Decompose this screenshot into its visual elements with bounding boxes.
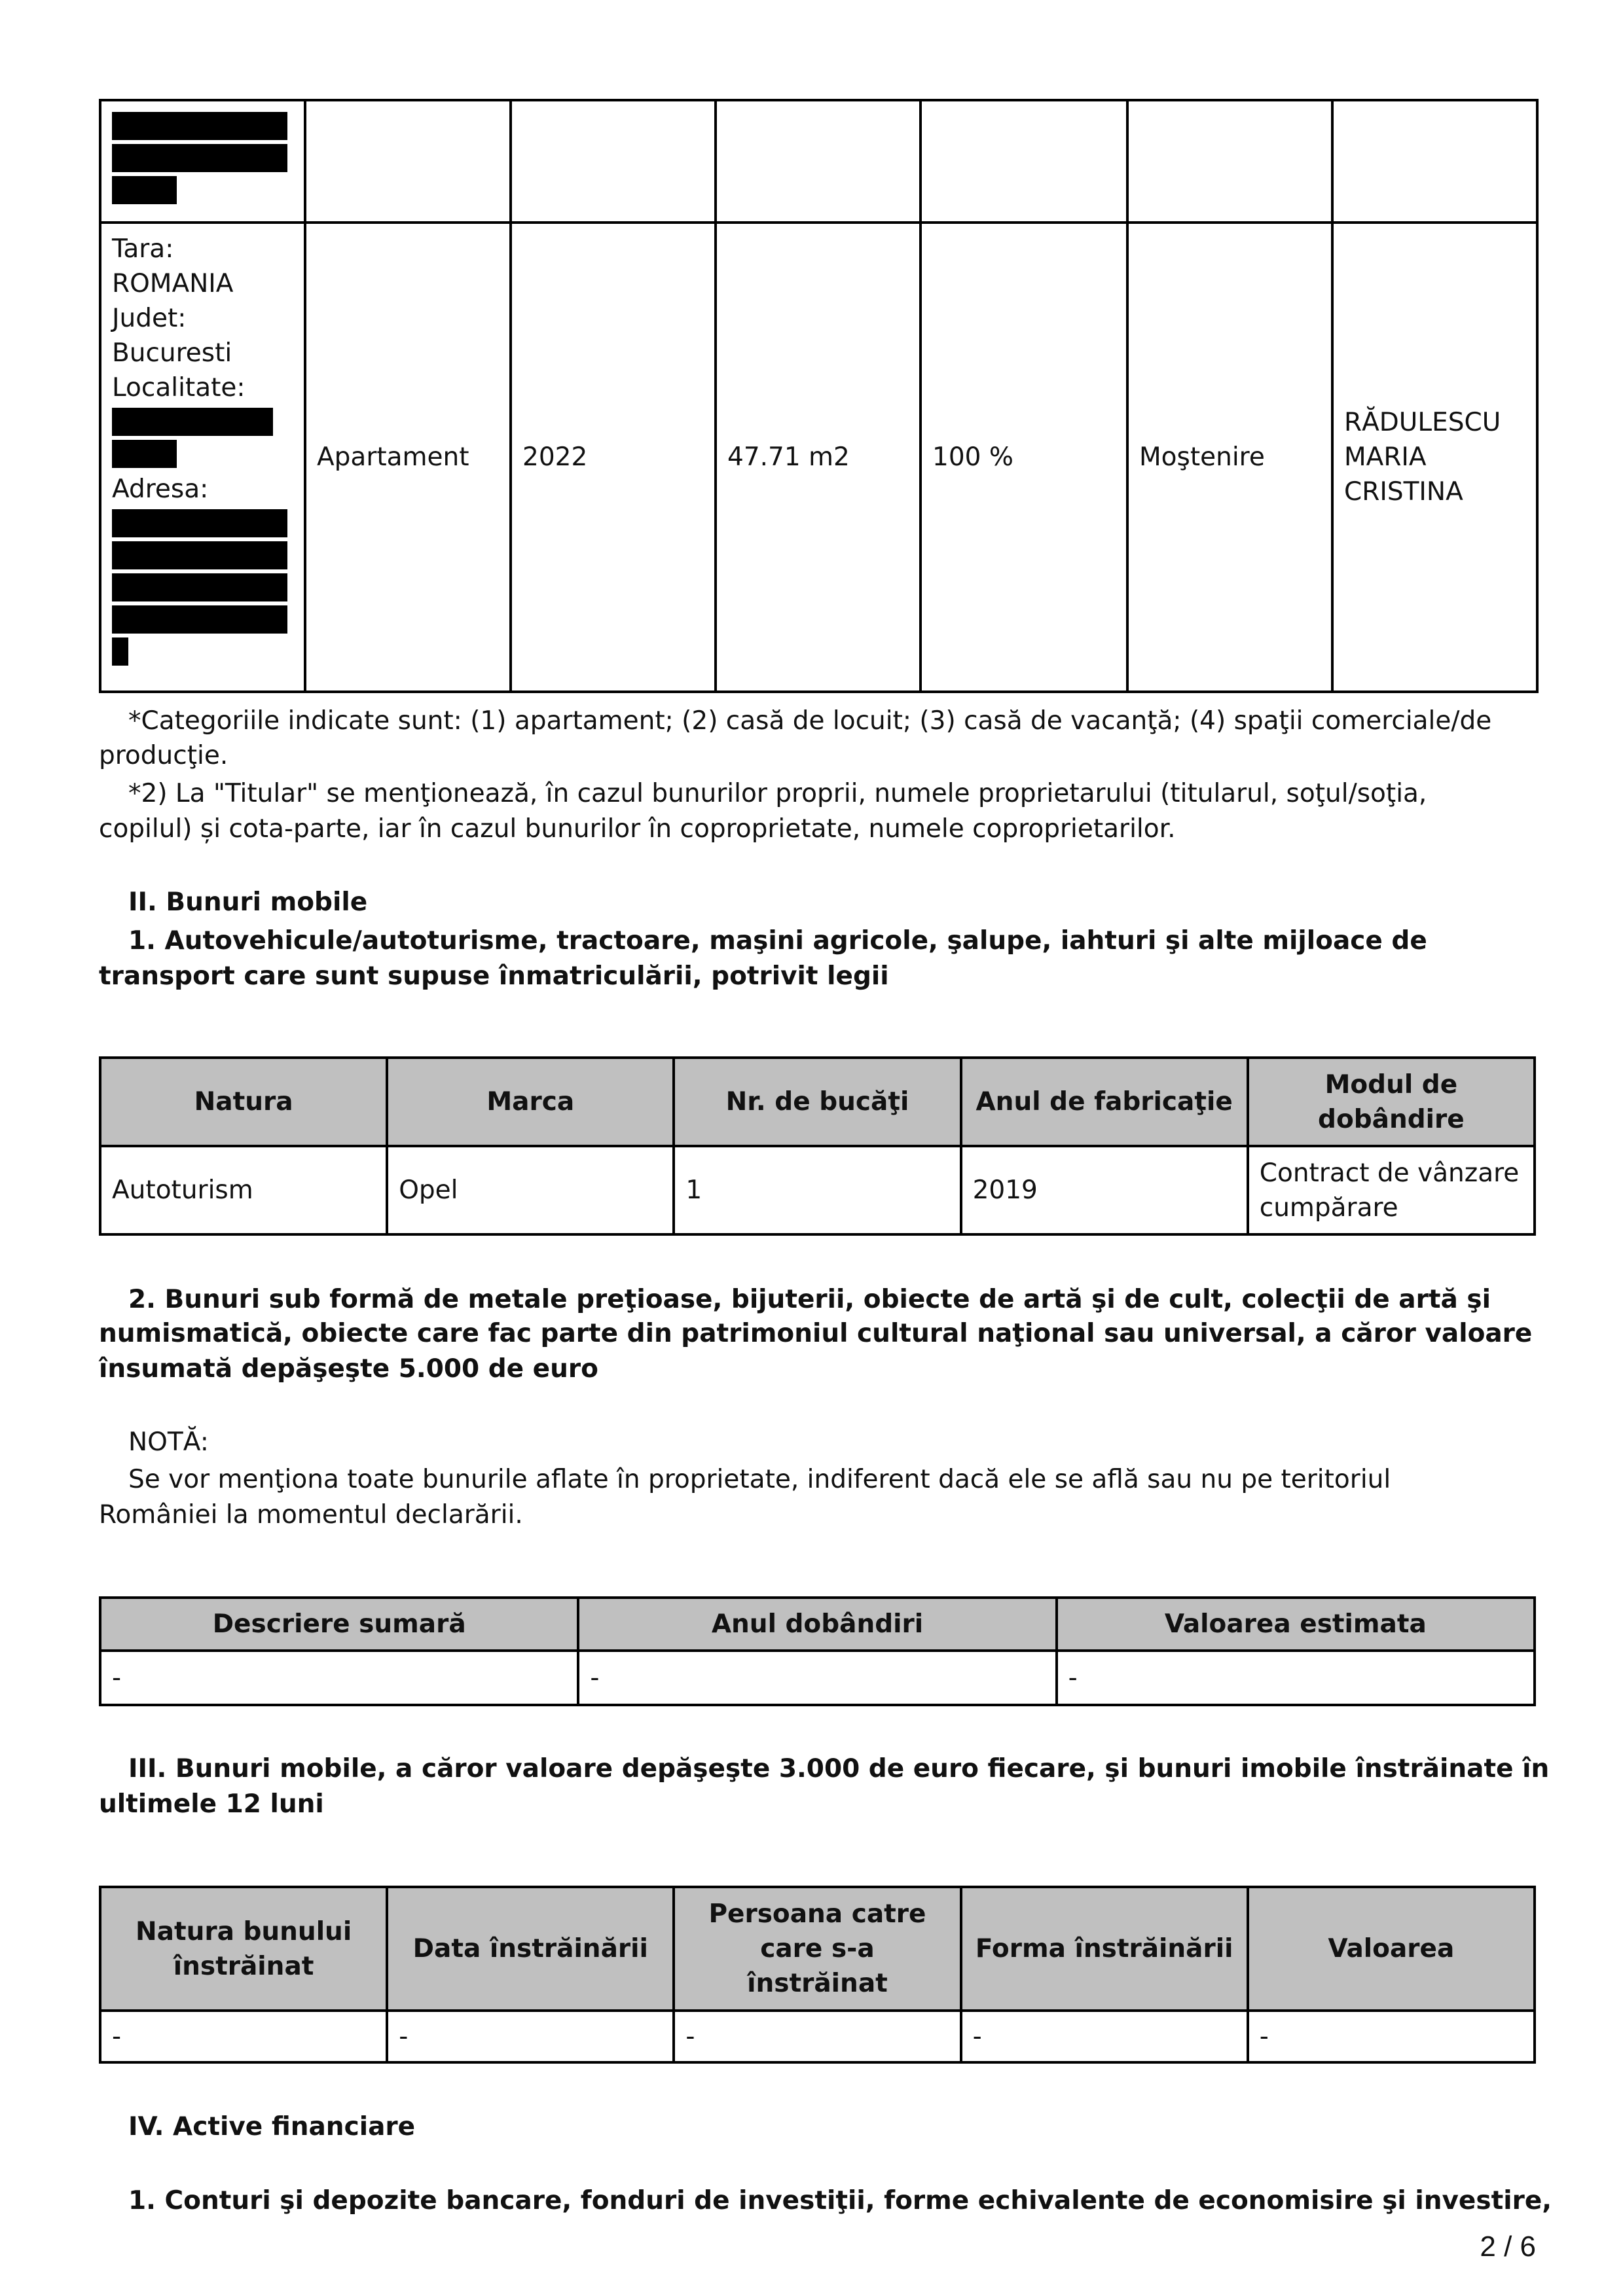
redaction-bar bbox=[112, 605, 287, 634]
cell-mod: Moştenire bbox=[1126, 221, 1334, 693]
cell-anul: 2022 bbox=[509, 221, 717, 693]
note-text-cont: României la momentul declarării. bbox=[99, 1500, 523, 1530]
table-cell: Opel bbox=[386, 1145, 676, 1236]
redaction-bar bbox=[112, 573, 287, 601]
footnote-1: *Categoriile indicate sunt: (1) apartame… bbox=[128, 706, 1492, 736]
section-title-cont: ultimele 12 luni bbox=[99, 1789, 324, 1819]
redaction-bar bbox=[112, 440, 177, 468]
cell-titular: RĂDULESCU MARIA CRISTINA bbox=[1331, 221, 1539, 693]
redaction-bar bbox=[112, 509, 287, 537]
table-header-row: Natura Marca Nr. de bucăţi Anul de fabri… bbox=[98, 1056, 1537, 1147]
subsection-title-cont: numismatică, obiecte care fac parte din … bbox=[99, 1319, 1533, 1348]
table-row: Autoturism Opel 1 2019 Contract de vânza… bbox=[98, 1145, 1537, 1236]
column-header: Persoana catre care s-a înstrăinat bbox=[672, 1886, 962, 2012]
section-title: IV. Active financiare bbox=[128, 2112, 416, 2142]
column-header: Valoarea estimata bbox=[1055, 1596, 1537, 1652]
table-header-row: Natura bunului înstrăinat Data înstrăină… bbox=[98, 1886, 1537, 2012]
column-header: Nr. de bucăţi bbox=[672, 1056, 962, 1147]
table-row bbox=[99, 99, 1539, 224]
table-cell: - bbox=[1055, 1649, 1537, 1706]
column-header: Descriere sumară bbox=[98, 1596, 580, 1652]
cell-anul bbox=[509, 99, 717, 224]
table-row: - - - - - bbox=[98, 2009, 1537, 2064]
subsection-title: 2. Bunuri sub formă de metale preţioase,… bbox=[128, 1285, 1491, 1314]
cell-categorie: Apartament bbox=[304, 221, 512, 693]
redaction-bar bbox=[112, 408, 273, 436]
column-header: Anul de fabricaţie bbox=[959, 1056, 1249, 1147]
subsection-title: 1. Autovehicule/autoturisme, tractoare, … bbox=[128, 926, 1427, 956]
subsection-title: 1. Conturi şi depozite bancare, fonduri … bbox=[128, 2186, 1552, 2215]
column-header: Marca bbox=[386, 1056, 676, 1147]
footnote-2-cont: copilul) și cota-parte, iar în cazul bun… bbox=[99, 814, 1176, 844]
valuables-table: Descriere sumară Anul dobândiri Valoarea… bbox=[98, 1596, 1537, 1706]
vehicles-table: Natura Marca Nr. de bucăţi Anul de fabri… bbox=[98, 1056, 1537, 1236]
note-text: Se vor menţiona toate bunurile aflate în… bbox=[128, 1465, 1391, 1494]
cell-titular bbox=[1331, 99, 1539, 224]
table-cell: - bbox=[959, 2009, 1249, 2064]
column-header: Anul dobândiri bbox=[577, 1596, 1058, 1652]
alienated-assets-table: Natura bunului înstrăinat Data înstrăină… bbox=[98, 1886, 1537, 2064]
address-line: Adresa: bbox=[112, 475, 209, 504]
table-cell: Contract de vânzare cumpărare bbox=[1246, 1145, 1537, 1236]
redaction-bar bbox=[112, 112, 287, 140]
address-cell bbox=[99, 99, 306, 224]
subsection-title-cont: însumată depăşeşte 5.000 de euro bbox=[99, 1354, 598, 1384]
section-title: III. Bunuri mobile, a căror valoare depă… bbox=[128, 1754, 1550, 1784]
column-header: Natura bunului înstrăinat bbox=[98, 1886, 389, 2012]
address-line: ROMANIA bbox=[112, 269, 234, 298]
column-header: Natura bbox=[98, 1056, 389, 1147]
column-header: Forma înstrăinării bbox=[959, 1886, 1249, 2012]
table-header-row: Descriere sumară Anul dobândiri Valoarea… bbox=[98, 1596, 1537, 1652]
table-cell: - bbox=[672, 2009, 962, 2064]
table-cell: 1 bbox=[672, 1145, 962, 1236]
cell-cota bbox=[919, 99, 1129, 224]
address-line: Localitate: bbox=[112, 373, 246, 403]
table-row: Tara: ROMANIA Judet: Bucuresti Localitat… bbox=[99, 221, 1539, 693]
table-cell: - bbox=[98, 1649, 580, 1706]
column-header: Valoarea bbox=[1246, 1886, 1537, 2012]
table-cell: - bbox=[1246, 2009, 1537, 2064]
section-title: II. Bunuri mobile bbox=[128, 888, 368, 917]
footnote-1-cont: producţie. bbox=[99, 741, 228, 770]
column-header: Modul de dobândire bbox=[1246, 1056, 1537, 1147]
cell-categorie bbox=[304, 99, 512, 224]
redaction-bar bbox=[112, 176, 177, 204]
cell-suprafata: 47.71 m2 bbox=[714, 221, 922, 693]
cell-suprafata bbox=[714, 99, 922, 224]
cell-mod bbox=[1126, 99, 1334, 224]
address-cell: Tara: ROMANIA Judet: Bucuresti Localitat… bbox=[99, 221, 306, 693]
page-number: 2 / 6 bbox=[1480, 2231, 1536, 2263]
table-row: - - - bbox=[98, 1649, 1537, 1706]
redaction-bar bbox=[112, 144, 287, 172]
cell-cota: 100 % bbox=[919, 221, 1129, 693]
address-line: Tara: bbox=[112, 234, 174, 264]
column-header: Data înstrăinării bbox=[386, 1886, 676, 2012]
table-cell: - bbox=[386, 2009, 676, 2064]
redaction-bar bbox=[112, 541, 287, 569]
address-line: Judet: bbox=[112, 304, 187, 333]
table-cell: Autoturism bbox=[98, 1145, 389, 1236]
table-cell: - bbox=[98, 2009, 389, 2064]
redaction-bar bbox=[112, 637, 128, 666]
real-estate-table: Tara: ROMANIA Judet: Bucuresti Localitat… bbox=[99, 99, 1539, 693]
note-label: NOTĂ: bbox=[128, 1427, 209, 1457]
table-cell: - bbox=[577, 1649, 1058, 1706]
address-line: Bucuresti bbox=[112, 338, 232, 368]
subsection-title-cont: transport care sunt supuse înmatriculări… bbox=[99, 961, 889, 991]
footnote-2: *2) La "Titular" se menţionează, în cazu… bbox=[128, 779, 1427, 808]
table-cell: 2019 bbox=[959, 1145, 1249, 1236]
